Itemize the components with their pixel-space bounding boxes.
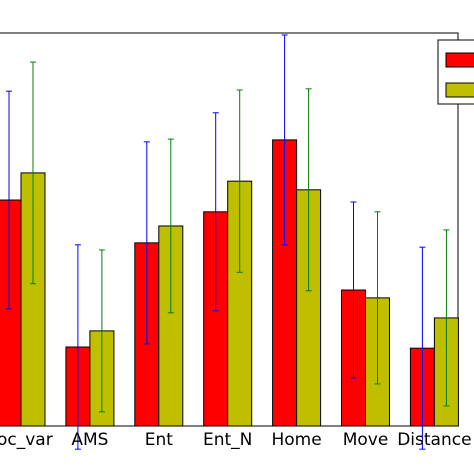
legend-swatch (445, 52, 474, 68)
x-tick-label: Ent_N (203, 430, 252, 450)
x-tick-label: oc_var (0, 430, 53, 450)
x-tick-label: Home (271, 430, 321, 450)
x-tick-label: Move (343, 430, 389, 450)
x-tick-label: Distance (397, 430, 471, 450)
x-tick-label: Ent (145, 430, 174, 450)
legend-swatch (445, 82, 474, 98)
bar (0, 199, 22, 427)
x-tick-label: AMS (71, 430, 108, 450)
